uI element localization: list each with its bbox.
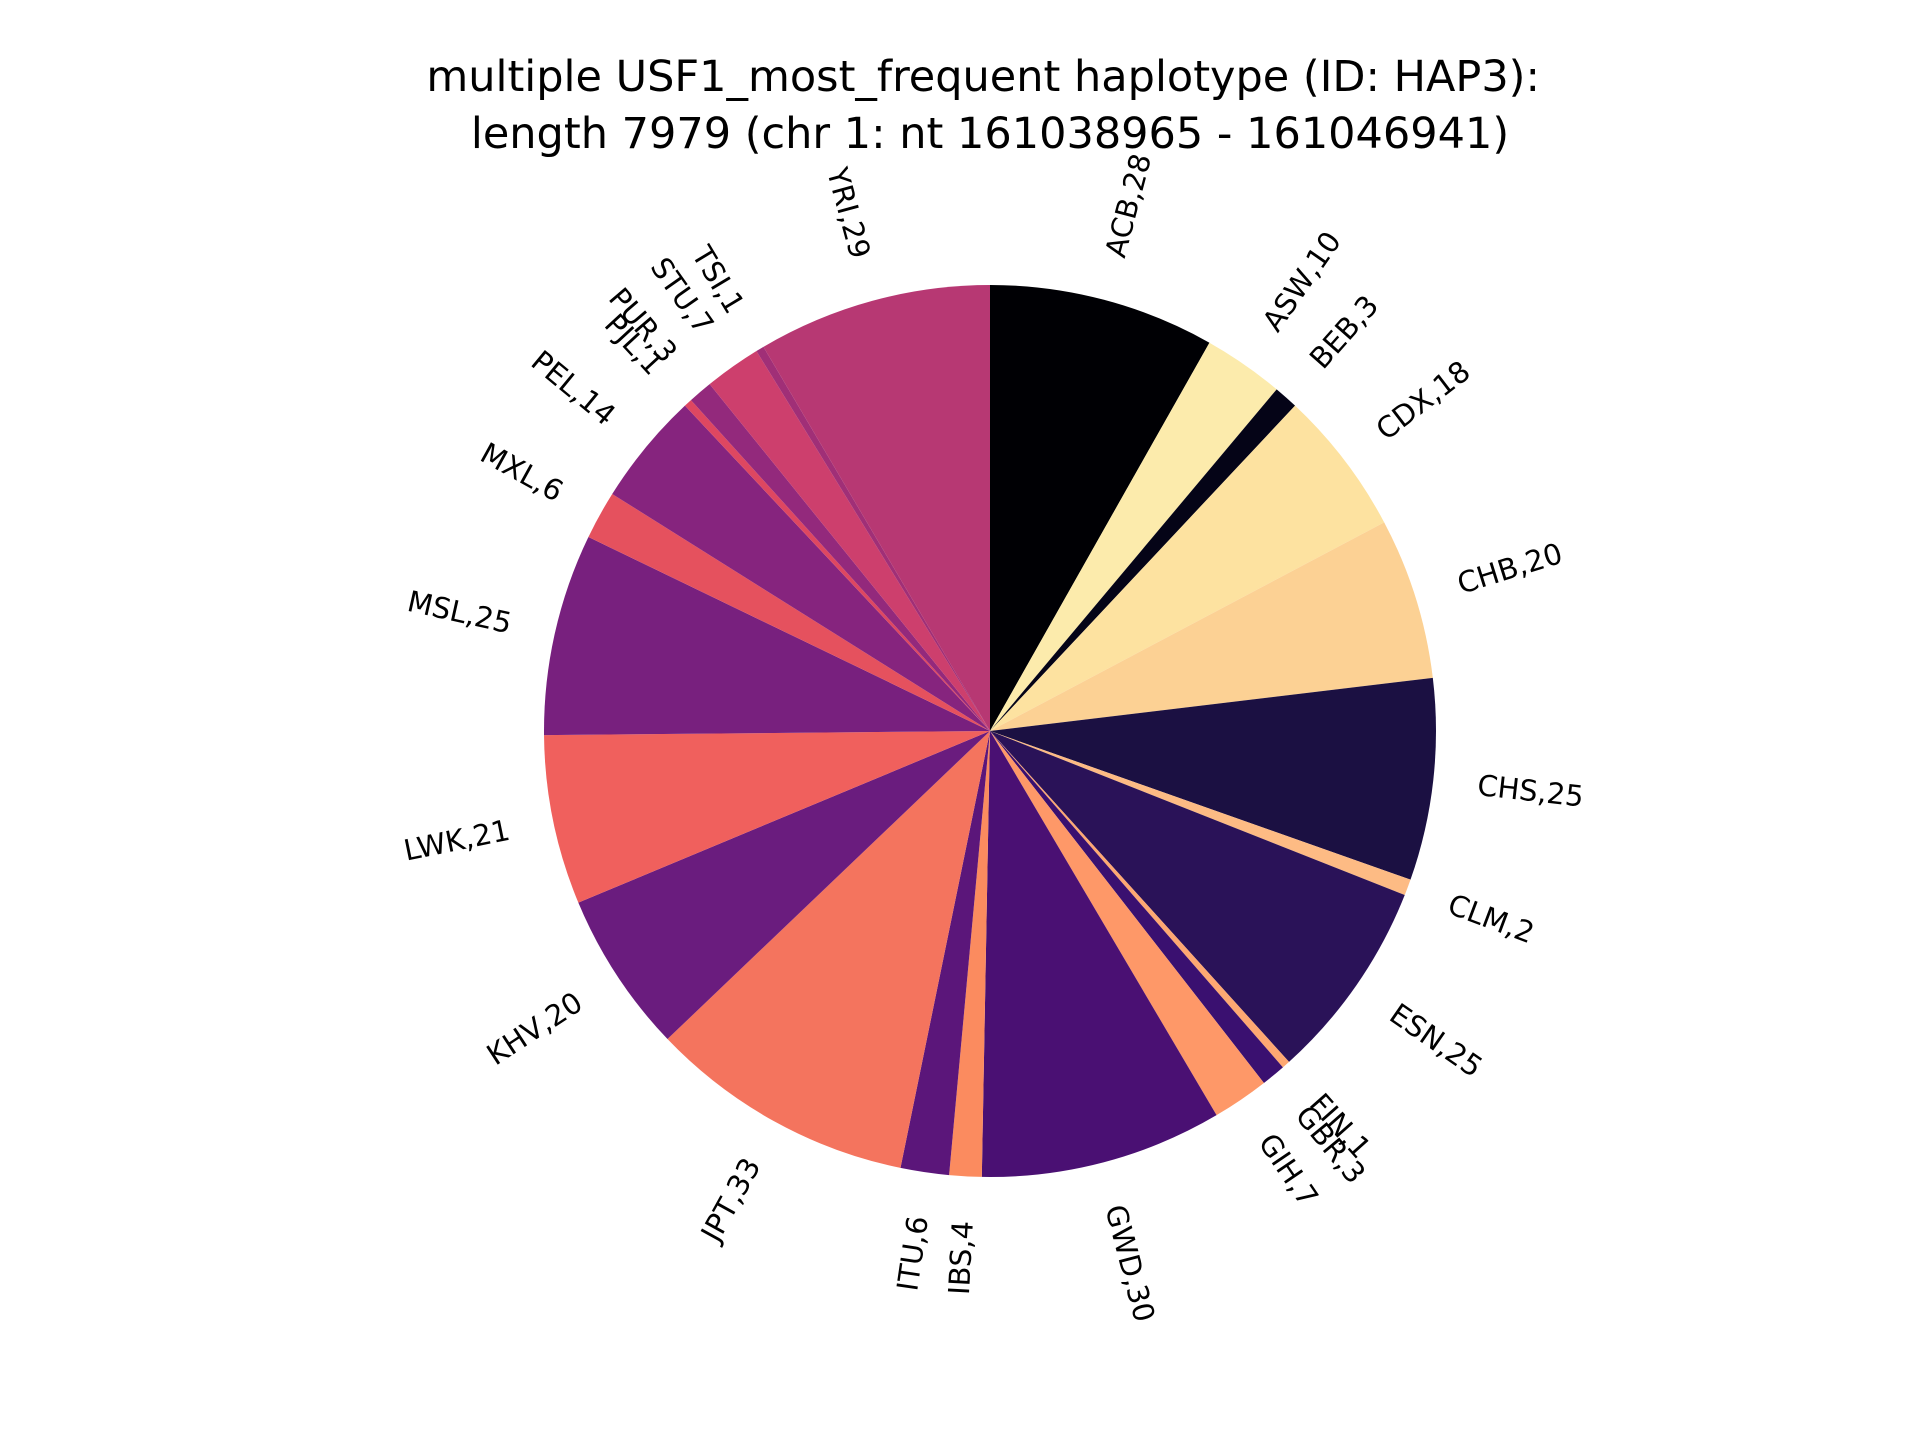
pie-slice-cdx xyxy=(990,405,1385,731)
pie-slice-msl xyxy=(544,536,990,736)
pie-slice-ibs xyxy=(949,731,990,1177)
pie-slice-mxl xyxy=(588,493,990,731)
pie-slice-chb xyxy=(990,522,1433,731)
chart-title-line-2: length 7979 (chr 1: nt 161038965 - 16104… xyxy=(471,109,1509,159)
pie-slice-beb xyxy=(990,389,1296,731)
pie-slice-pel xyxy=(612,405,990,731)
pie-slice-khv xyxy=(578,731,990,1040)
pie-slice-pur xyxy=(690,384,990,731)
pie-slice-chs xyxy=(990,677,1436,880)
pie-slice-gih xyxy=(990,731,1264,1116)
pie-slice-gbr xyxy=(990,731,1283,1083)
pie-slice-stu xyxy=(709,351,990,731)
pie-slice-yri xyxy=(763,285,990,731)
pie-slice-fin xyxy=(990,731,1290,1068)
pie-slice-acb xyxy=(990,285,1210,731)
pie-slice-itu xyxy=(900,731,990,1176)
pie-slice-gwd xyxy=(981,731,1217,1177)
pie-slice-pjl xyxy=(684,400,990,731)
pie-slices xyxy=(544,285,1436,1177)
chart-title-line-1: multiple USF1_most_frequent haplotype (I… xyxy=(426,52,1540,102)
pie-slice-clm xyxy=(990,731,1411,896)
pie-label-ibs: IBS,4 xyxy=(942,1220,980,1296)
pie-slice-esn xyxy=(990,731,1405,1062)
chart-title: multiple USF1_most_frequent haplotype (I… xyxy=(426,52,1553,159)
pie-slice-lwk xyxy=(544,731,990,903)
pie-slice-asw xyxy=(990,342,1277,731)
pie-slice-jpt xyxy=(667,731,990,1168)
pie-slice-tsi xyxy=(756,346,990,731)
